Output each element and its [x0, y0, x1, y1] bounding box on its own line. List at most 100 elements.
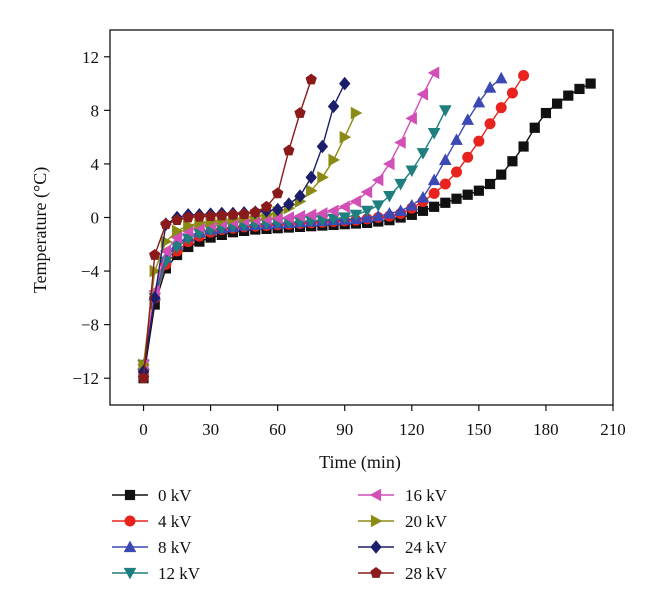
data-point — [574, 83, 585, 95]
data-point — [428, 187, 440, 199]
data-point — [282, 211, 294, 224]
data-point — [170, 231, 183, 244]
data-point — [316, 139, 329, 154]
data-point — [339, 76, 351, 91]
data-point — [416, 87, 429, 101]
legend-marker — [370, 514, 383, 528]
legend-marker — [123, 540, 137, 553]
data-point — [383, 190, 396, 203]
data-point — [394, 136, 406, 149]
data-point — [494, 71, 508, 84]
data-point — [193, 210, 206, 222]
data-point — [440, 197, 451, 208]
data-point — [170, 241, 184, 254]
data-point — [563, 90, 574, 101]
data-point — [260, 200, 273, 212]
x-tick-label: 0 — [139, 420, 148, 439]
legend-label: 24 kV — [405, 538, 448, 557]
legend-item: 28 kV — [358, 564, 448, 583]
legend-item: 4 kV — [112, 512, 192, 531]
x-tick-label: 90 — [336, 420, 353, 439]
data-point — [271, 187, 284, 199]
data-point — [305, 73, 317, 85]
data-point — [327, 99, 340, 114]
legend-label: 0 kV — [158, 486, 192, 505]
data-point — [371, 209, 385, 222]
data-point — [552, 98, 563, 109]
data-point — [305, 170, 317, 185]
y-tick-label: 4 — [91, 155, 100, 174]
y-tick-label: 8 — [91, 101, 100, 120]
legend-label: 20 kV — [405, 512, 448, 531]
data-point — [360, 185, 373, 199]
data-point — [137, 372, 150, 384]
data-point — [171, 214, 183, 226]
data-point — [293, 209, 306, 223]
data-point — [451, 166, 463, 178]
y-tick-label: 0 — [91, 209, 100, 228]
legend-label: 12 kV — [158, 564, 201, 583]
series-layer — [137, 66, 596, 384]
x-tick-label: 210 — [600, 420, 626, 439]
data-point — [585, 78, 596, 89]
legend-item: 0 kV — [112, 486, 192, 505]
x-tick-label: 60 — [269, 420, 286, 439]
data-point — [149, 249, 161, 260]
data-point — [518, 141, 529, 152]
legend-marker — [370, 540, 382, 554]
data-point — [271, 202, 284, 217]
data-point — [182, 211, 194, 223]
data-point — [294, 189, 306, 203]
data-point — [160, 218, 172, 230]
data-point — [383, 207, 396, 219]
series-line — [142, 110, 446, 365]
data-point — [427, 66, 440, 80]
data-point — [204, 210, 217, 221]
legend-label: 16 kV — [405, 486, 448, 505]
legend-label: 8 kV — [158, 538, 192, 557]
data-point — [371, 173, 384, 187]
data-point — [496, 169, 507, 180]
data-point — [507, 156, 518, 167]
data-point — [371, 200, 385, 212]
data-point — [473, 185, 484, 196]
x-tick-label: 150 — [466, 420, 492, 439]
legend-item: 20 kV — [358, 512, 448, 531]
legend-item: 24 kV — [358, 538, 448, 557]
legend-label: 4 kV — [158, 512, 192, 531]
data-point — [540, 107, 552, 119]
data-point — [405, 165, 419, 178]
data-point — [405, 199, 419, 211]
x-tick-label: 30 — [202, 420, 219, 439]
data-point — [416, 190, 430, 203]
data-point — [183, 219, 195, 232]
data-point — [315, 207, 328, 220]
legend-marker — [369, 488, 382, 502]
data-point — [417, 205, 429, 216]
legend-marker — [124, 515, 136, 527]
data-point — [484, 118, 496, 130]
data-point — [461, 113, 474, 125]
data-point — [283, 144, 295, 156]
data-point — [327, 204, 339, 218]
legend-item: 16 kV — [358, 486, 448, 505]
legend-label: 28 kV — [405, 564, 448, 583]
series-line — [142, 79, 312, 379]
data-point — [462, 151, 474, 163]
data-point — [328, 153, 340, 167]
data-point — [405, 112, 417, 125]
data-point — [317, 171, 329, 184]
y-axis-label: Temperature (°C) — [30, 167, 51, 293]
y-tick-label: 12 — [82, 48, 99, 67]
data-point — [506, 87, 518, 99]
data-point — [472, 95, 486, 108]
data-point — [439, 105, 452, 117]
data-point — [338, 212, 352, 224]
data-point — [462, 189, 473, 200]
data-point — [283, 197, 295, 211]
data-point — [350, 106, 363, 120]
data-point — [304, 208, 317, 222]
data-point — [427, 128, 441, 140]
data-point — [483, 81, 497, 93]
